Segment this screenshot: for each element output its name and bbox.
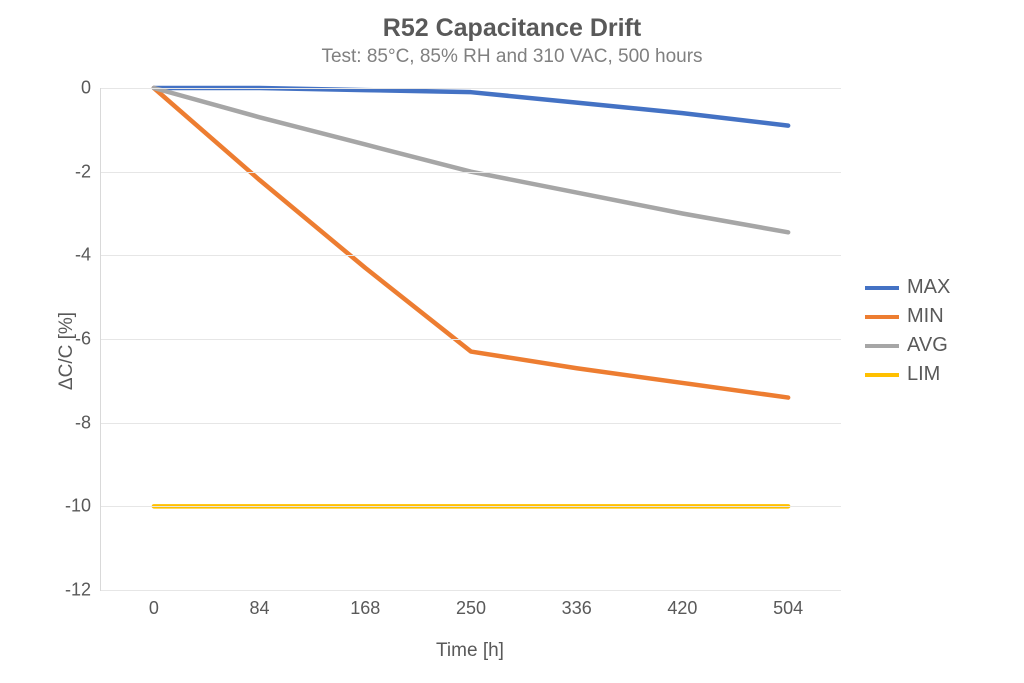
x-axis-label: Time [h] — [100, 640, 840, 662]
legend-label: AVG — [907, 334, 948, 357]
legend-swatch — [865, 344, 899, 348]
series-line-min — [154, 88, 788, 398]
y-tick-label: -10 — [65, 496, 101, 517]
series-line-max — [154, 88, 788, 126]
x-tick-label: 168 — [350, 590, 380, 619]
gridline — [101, 88, 841, 89]
legend-item: AVG — [865, 334, 950, 357]
gridline — [101, 255, 841, 256]
x-tick-label: 504 — [773, 590, 803, 619]
plot-area: 0-2-4-6-8-10-12084168250336420504 — [100, 88, 841, 591]
gridline — [101, 339, 841, 340]
gridline — [101, 506, 841, 507]
legend-label: LIM — [907, 363, 940, 386]
legend-swatch — [865, 315, 899, 319]
y-tick-label: -4 — [75, 245, 101, 266]
legend-item: LIM — [865, 363, 950, 386]
gridline — [101, 172, 841, 173]
x-tick-label: 0 — [149, 590, 159, 619]
y-axis-label: ΔC/C [%] — [56, 312, 78, 390]
chart-title: R52 Capacitance Drift — [0, 14, 1024, 43]
x-tick-label: 420 — [667, 590, 697, 619]
legend-label: MAX — [907, 276, 950, 299]
series-line-avg — [154, 88, 788, 232]
x-tick-label: 336 — [562, 590, 592, 619]
chart-container: R52 Capacitance Drift Test: 85°C, 85% RH… — [0, 0, 1024, 683]
legend: MAX MIN AVG LIM — [865, 270, 950, 392]
legend-swatch — [865, 286, 899, 290]
x-tick-label: 250 — [456, 590, 486, 619]
y-tick-label: -6 — [75, 329, 101, 350]
y-tick-label: -12 — [65, 580, 101, 601]
y-tick-label: -2 — [75, 161, 101, 182]
y-tick-label: -8 — [75, 412, 101, 433]
legend-swatch — [865, 373, 899, 377]
chart-subtitle: Test: 85°C, 85% RH and 310 VAC, 500 hour… — [0, 46, 1024, 68]
legend-item: MIN — [865, 305, 950, 328]
legend-label: MIN — [907, 305, 944, 328]
legend-item: MAX — [865, 276, 950, 299]
gridline — [101, 423, 841, 424]
x-tick-label: 84 — [250, 590, 270, 619]
y-tick-label: 0 — [81, 78, 101, 99]
